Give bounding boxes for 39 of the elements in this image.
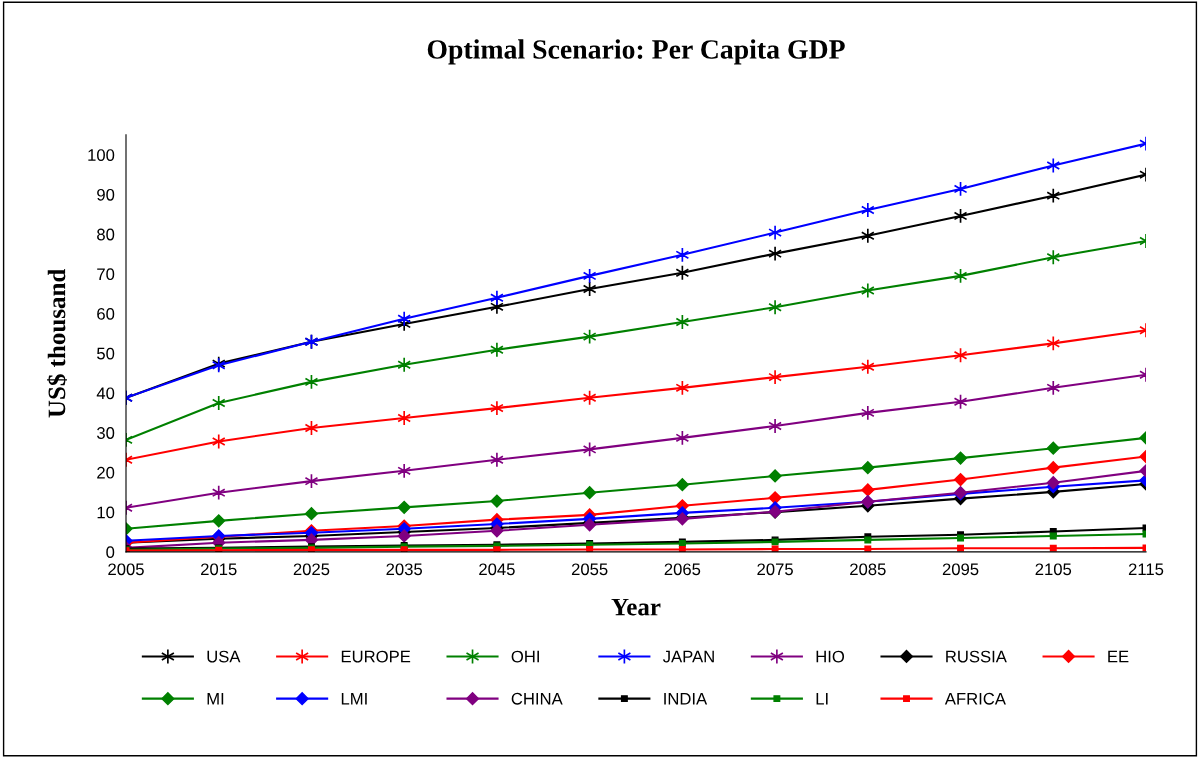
y-tick-label: 60	[97, 308, 115, 320]
legend-label: LI	[816, 693, 828, 705]
y-tick-label: 40	[96, 387, 115, 400]
y-tick-label: 70	[97, 268, 115, 281]
x-tick-label: 2105	[1035, 563, 1072, 576]
y-tick-label: 50	[97, 347, 115, 360]
y-tick-label: 10	[97, 506, 115, 519]
legend-label: RUSSIA	[946, 650, 1007, 663]
x-axis-title: Year	[611, 598, 661, 616]
x-tick-label: 2115	[1128, 563, 1164, 576]
legend-label: AFRICA	[944, 692, 1006, 705]
y-tick-label: 100	[88, 149, 115, 161]
legend-label: LMI	[341, 693, 367, 705]
x-tick-label: 2015	[201, 563, 237, 576]
legend-label: CHINA	[511, 692, 563, 705]
x-tick-label: 2095	[942, 563, 979, 576]
x-tick-label: 2085	[850, 563, 886, 576]
x-tick-label: 2075	[757, 563, 793, 576]
legend-label: USA	[207, 650, 241, 663]
legend-label: MI	[207, 693, 224, 705]
legend-label: JAPAN	[662, 650, 714, 663]
y-tick-label: 20	[97, 466, 115, 479]
y-tick-label: 80	[97, 228, 115, 241]
legend-label: EUROPE	[341, 650, 411, 663]
x-tick-label: 2025	[293, 563, 330, 576]
legend-label: HIO	[816, 650, 845, 663]
x-tick-label: 2045	[479, 563, 515, 576]
y-tick-label: 30	[96, 427, 115, 439]
x-tick-label: 2065	[664, 563, 701, 576]
y-axis-title: US$ thousand	[46, 268, 67, 418]
chart-title: Optimal Scenario: Per Capita GDP	[427, 39, 845, 65]
x-tick-label: 2005	[108, 563, 144, 576]
x-tick-label: 2055	[571, 563, 608, 576]
y-tick-label: 90	[97, 188, 115, 201]
legend-label: OHI	[511, 650, 539, 663]
x-tick-label: 2035	[386, 563, 423, 576]
legend-label: INDIA	[664, 693, 708, 705]
legend-label: EE	[1108, 650, 1129, 663]
y-tick-label: 0	[106, 546, 115, 559]
